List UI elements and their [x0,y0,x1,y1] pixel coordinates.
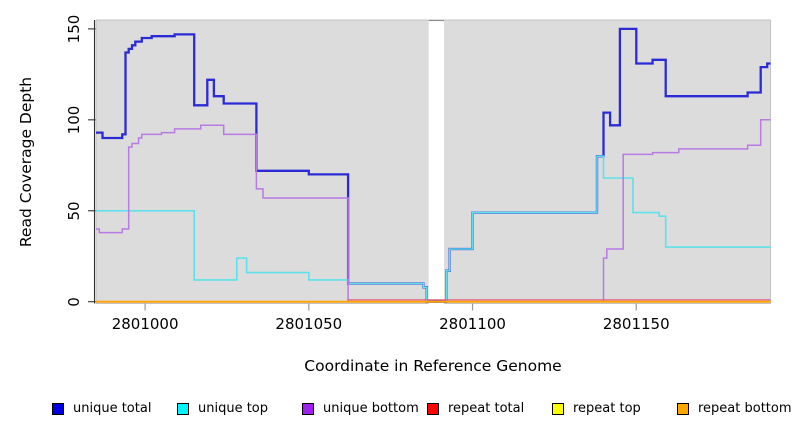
legend-swatch-icon [177,403,189,415]
legend-swatch-icon [427,403,439,415]
y-tick-label: 100 [65,105,83,135]
series-unique-top-line [96,155,771,303]
legend-label: repeat total [448,401,525,416]
legend-label: repeat bottom [698,401,792,416]
x-tick-label: 2801000 [111,315,179,333]
y-tick-label: 50 [65,201,83,221]
y-tick-label: 0 [65,296,83,307]
y-axis-title: Read Coverage Depth [17,76,35,248]
legend-label: unique total [73,401,152,416]
legend-label: unique top [198,401,269,416]
legend-swatch-icon [52,403,64,415]
x-tick-label: 2801100 [439,315,506,333]
legend-swatch-icon [302,403,314,415]
series-unique-bottom-line [96,119,771,303]
y-tick-label: 150 [65,14,83,44]
x-tick-label: 2801050 [275,315,343,333]
legend-swatch-icon [552,403,564,415]
x-tick-label: 2801150 [602,315,670,333]
x-axis-title: Coordinate in Reference Genome [304,357,562,375]
legend-swatch-icon [677,403,689,415]
alignment-gap [428,19,445,305]
legend-label: unique bottom [323,401,419,416]
legend-label: repeat top [573,401,641,416]
